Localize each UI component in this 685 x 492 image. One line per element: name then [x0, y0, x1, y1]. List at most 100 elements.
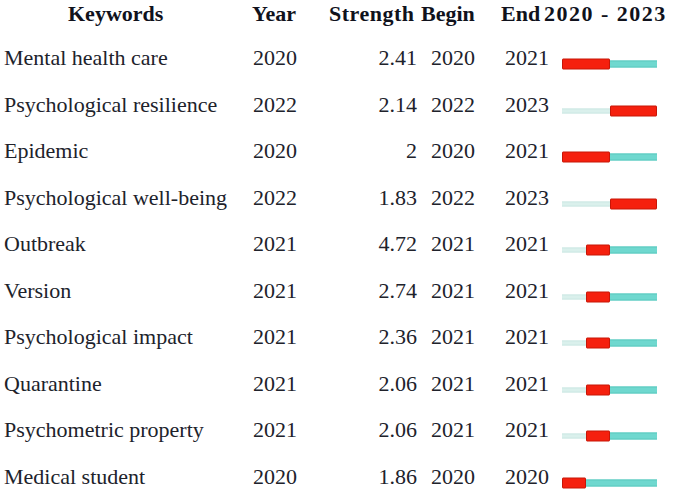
end-value: 2021 [492, 324, 560, 350]
strength-value: 1.86 [317, 464, 417, 490]
keyword-label: Psychological resilience [0, 92, 249, 118]
post-burst-segment [610, 61, 658, 68]
timeline-cell [560, 361, 685, 408]
table-row: Outbreak 2021 4.72 2021 2021 [0, 221, 685, 268]
year-value: 2022 [249, 185, 317, 211]
keyword-label: Psychometric property [0, 417, 249, 443]
strength-value: 2 [317, 138, 417, 164]
begin-value: 2022 [417, 92, 492, 118]
burst-timeline-bar [562, 477, 657, 488]
table-row: Psychological well-being 2022 1.83 2022 … [0, 175, 685, 222]
table-row: Medical student 2020 1.86 2020 2020 [0, 454, 685, 492]
timeline-cell [560, 128, 685, 175]
burst-segment [586, 291, 610, 302]
burst-timeline-bar [562, 291, 657, 302]
keyword-label: Psychological impact [0, 324, 249, 350]
post-burst-segment [586, 479, 657, 486]
pre-burst-segment [562, 294, 586, 299]
begin-value: 2020 [417, 138, 492, 164]
strength-value: 2.36 [317, 324, 417, 350]
column-header-end: End [501, 1, 540, 27]
burst-timeline-bar [562, 152, 657, 163]
post-burst-segment [610, 154, 658, 161]
end-value: 2021 [492, 417, 560, 443]
end-value: 2021 [492, 45, 560, 71]
begin-value: 2022 [417, 185, 492, 211]
column-header-keywords: Keywords [68, 1, 163, 27]
burst-timeline-bar [562, 198, 657, 209]
timeline-cell [560, 221, 685, 268]
begin-value: 2021 [417, 371, 492, 397]
strength-value: 2.06 [317, 417, 417, 443]
timeline-cell [560, 454, 685, 492]
burst-segment [586, 384, 610, 395]
burst-timeline-bar [562, 59, 657, 70]
strength-value: 2.74 [317, 278, 417, 304]
burst-timeline-bar [562, 384, 657, 395]
year-value: 2021 [249, 324, 317, 350]
strength-value: 4.72 [317, 231, 417, 257]
table-row: Mental health care 2020 2.41 2020 2021 [0, 35, 685, 82]
keyword-label: Quarantine [0, 371, 249, 397]
pre-burst-segment [562, 201, 610, 206]
strength-value: 2.41 [317, 45, 417, 71]
keyword-burst-table: Keywords Year Strength Begin End 2020 - … [0, 0, 685, 492]
begin-value: 2021 [417, 417, 492, 443]
burst-segment [586, 338, 610, 349]
strength-value: 2.06 [317, 371, 417, 397]
begin-value: 2021 [417, 278, 492, 304]
column-header-year: Year [252, 1, 296, 27]
keyword-label: Version [0, 278, 249, 304]
year-value: 2020 [249, 45, 317, 71]
burst-timeline-bar [562, 105, 657, 116]
post-burst-segment [610, 386, 658, 393]
pre-burst-segment [562, 108, 610, 113]
burst-segment [562, 152, 610, 163]
table-row: Psychological impact 2021 2.36 2021 2021 [0, 314, 685, 361]
keyword-label: Epidemic [0, 138, 249, 164]
burst-timeline-bar [562, 431, 657, 442]
keyword-label: Outbreak [0, 231, 249, 257]
burst-segment [610, 198, 658, 209]
burst-segment [562, 477, 586, 488]
end-value: 2023 [492, 185, 560, 211]
end-value: 2021 [492, 231, 560, 257]
timeline-cell [560, 175, 685, 222]
column-header-begin: Begin [421, 1, 475, 27]
year-value: 2022 [249, 92, 317, 118]
post-burst-segment [610, 340, 658, 347]
burst-segment [586, 245, 610, 256]
table-row: Psychometric property 2021 2.06 2021 202… [0, 407, 685, 454]
post-burst-segment [610, 247, 658, 254]
begin-value: 2020 [417, 45, 492, 71]
burst-segment [586, 431, 610, 442]
end-value: 2020 [492, 464, 560, 490]
table-row: Psychological resilience 2022 2.14 2022 … [0, 82, 685, 129]
table-row: Quarantine 2021 2.06 2021 2021 [0, 361, 685, 408]
year-value: 2021 [249, 371, 317, 397]
year-value: 2020 [249, 464, 317, 490]
timeline-cell [560, 82, 685, 129]
timeline-cell [560, 35, 685, 82]
begin-value: 2021 [417, 324, 492, 350]
end-value: 2021 [492, 371, 560, 397]
year-value: 2021 [249, 278, 317, 304]
burst-timeline-bar [562, 338, 657, 349]
end-value: 2023 [492, 92, 560, 118]
post-burst-segment [610, 433, 658, 440]
end-value: 2021 [492, 278, 560, 304]
begin-value: 2021 [417, 231, 492, 257]
keyword-label: Psychological well-being [0, 185, 249, 211]
strength-value: 1.83 [317, 185, 417, 211]
timeline-cell [560, 314, 685, 361]
burst-timeline-bar [562, 245, 657, 256]
begin-value: 2020 [417, 464, 492, 490]
year-value: 2021 [249, 417, 317, 443]
keyword-label: Mental health care [0, 45, 249, 71]
pre-burst-segment [562, 387, 586, 392]
burst-segment [610, 105, 658, 116]
table-body: Mental health care 2020 2.41 2020 2021 P… [0, 35, 685, 492]
table-header: Keywords Year Strength Begin End 2020 - … [0, 0, 685, 35]
strength-value: 2.14 [317, 92, 417, 118]
end-value: 2021 [492, 138, 560, 164]
